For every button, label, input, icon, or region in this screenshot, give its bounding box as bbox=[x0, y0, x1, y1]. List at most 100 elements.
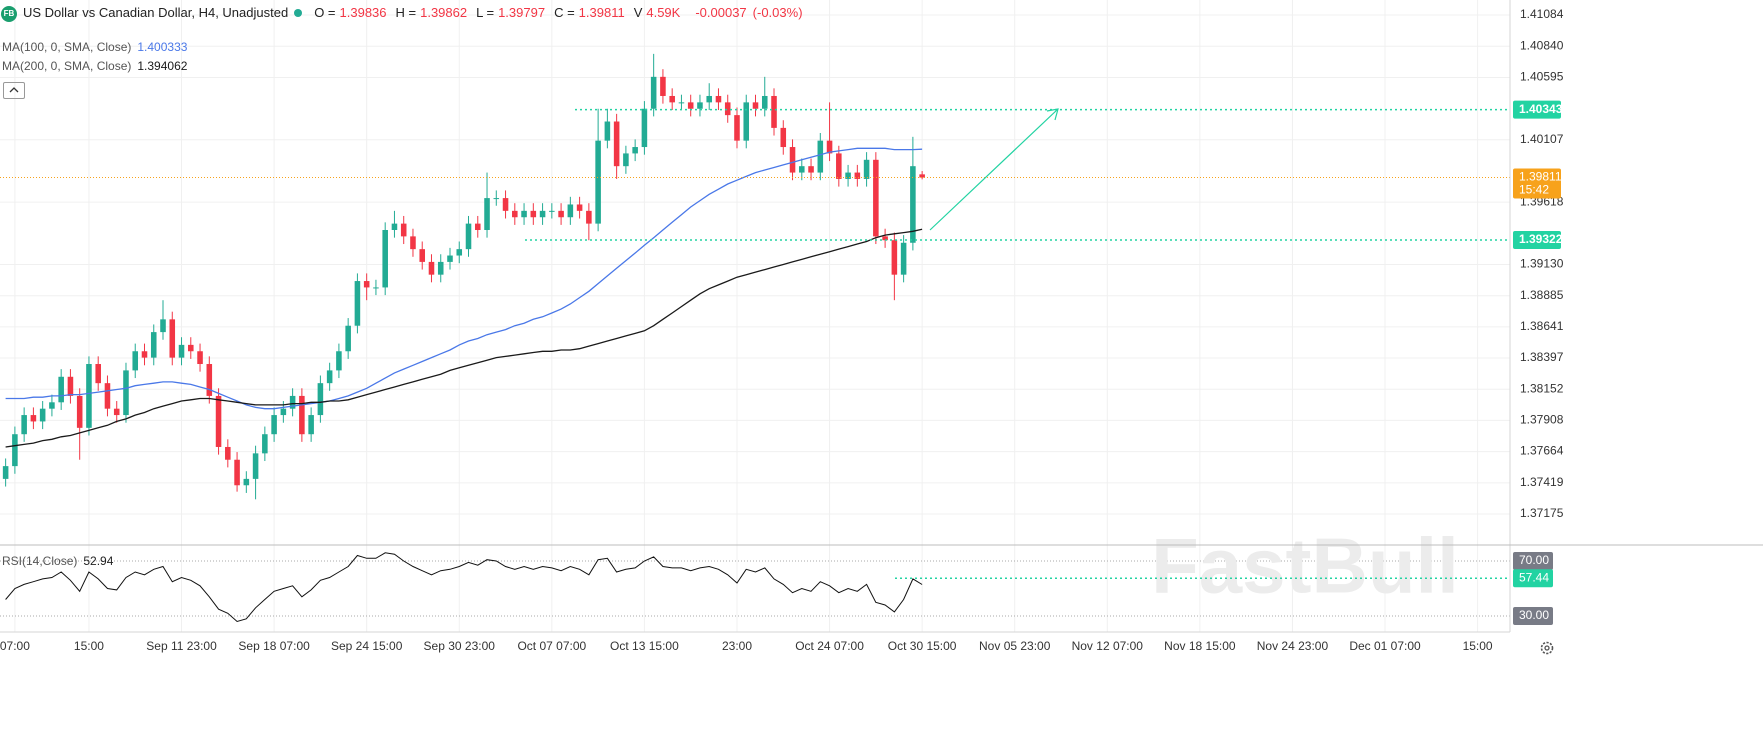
candle-body bbox=[428, 261, 435, 275]
gear[interactable] bbox=[1540, 641, 1554, 655]
quote-key: V bbox=[633, 5, 643, 20]
candle-body bbox=[178, 344, 185, 358]
settings-icon[interactable] bbox=[1540, 641, 1554, 655]
candle-body bbox=[160, 319, 166, 333]
candle-body bbox=[817, 140, 824, 173]
candle-body bbox=[262, 434, 268, 454]
candle-body bbox=[724, 102, 731, 116]
y-tick-label: 1.38152 bbox=[1520, 381, 1564, 395]
candle-body bbox=[95, 364, 101, 384]
candle-body bbox=[900, 242, 907, 275]
candle-body bbox=[391, 223, 398, 230]
candle-body bbox=[780, 127, 787, 148]
status-dot bbox=[294, 9, 303, 17]
quote-value: 1.39836 bbox=[339, 5, 387, 20]
candle-body bbox=[604, 121, 611, 141]
candle-body bbox=[549, 210, 555, 212]
candle-body bbox=[410, 236, 416, 250]
candle-body bbox=[845, 172, 851, 179]
quote: O = 1.39836 H = 1.39862 L = 1.39797 C = 1.39811… bbox=[314, 5, 689, 20]
candle-body bbox=[697, 102, 703, 109]
candle-body bbox=[641, 108, 648, 148]
legend-value: 1.400333 bbox=[137, 40, 188, 54]
gear-hub[interactable] bbox=[1544, 645, 1550, 651]
candle-body bbox=[150, 332, 157, 358]
rsi-legend: RSI(14,Close) 52.94 bbox=[2, 554, 119, 568]
candle-body bbox=[854, 172, 861, 179]
candle-body bbox=[873, 159, 879, 237]
candle-body bbox=[771, 95, 777, 128]
rsi-tick-label: 70.00 bbox=[1519, 553, 1549, 567]
x-tick-label: Sep 18 07:00 bbox=[238, 639, 310, 653]
candle-body bbox=[919, 174, 925, 178]
candle-body bbox=[734, 115, 740, 141]
candle-body bbox=[419, 249, 426, 262]
y-tick-label: 1.40840 bbox=[1520, 38, 1564, 52]
candle-body bbox=[465, 223, 472, 250]
candle-body bbox=[271, 415, 277, 435]
candle-body bbox=[752, 102, 759, 109]
candle-body bbox=[234, 459, 240, 486]
candle-body bbox=[512, 210, 518, 218]
y-tick-label: 1.38641 bbox=[1520, 319, 1564, 333]
arrow-head bbox=[1046, 108, 1059, 121]
quote-key: L = bbox=[476, 5, 495, 20]
rsi-value: 52.94 bbox=[83, 554, 114, 568]
last-price-label: 1.39811 bbox=[1519, 170, 1562, 184]
candle-body bbox=[76, 395, 83, 428]
y-tick-label: 1.40107 bbox=[1520, 132, 1564, 146]
candle-body bbox=[891, 240, 898, 275]
candle-body bbox=[197, 351, 203, 365]
quote-key: O = bbox=[314, 5, 336, 20]
chevron[interactable] bbox=[4, 83, 24, 98]
y-tick-label: 1.37664 bbox=[1520, 444, 1564, 458]
legend-value: 1.394062 bbox=[137, 59, 188, 73]
collapse-button[interactable] bbox=[3, 82, 25, 99]
x-tick-label: Oct 30 15:00 bbox=[888, 639, 957, 653]
watermark: FastBull bbox=[1151, 522, 1459, 610]
candle-body bbox=[382, 229, 388, 288]
legend-item: MA(100, 0, SMA, Close) 1.400333 bbox=[2, 40, 193, 54]
candle-body bbox=[188, 344, 194, 352]
candle-body bbox=[39, 408, 46, 422]
symbol-title: US Dollar vs Canadian Dollar, H4, Unadju… bbox=[23, 5, 289, 20]
rsi-tick-label: 30.00 bbox=[1519, 608, 1549, 622]
y-tick-label: 1.41084 bbox=[1520, 7, 1564, 21]
candle-body bbox=[539, 210, 546, 218]
candle-body bbox=[30, 415, 37, 422]
candle-body bbox=[882, 236, 888, 241]
candle-body bbox=[67, 376, 74, 396]
level-box bbox=[1513, 100, 1561, 119]
x-tick-label: Oct 13 15:00 bbox=[610, 639, 679, 653]
candle-body bbox=[141, 351, 148, 358]
candle-body bbox=[558, 210, 564, 218]
candle-body bbox=[132, 351, 139, 371]
candle-body bbox=[243, 478, 250, 486]
candle-body bbox=[826, 140, 833, 154]
candle-body bbox=[484, 198, 490, 230]
legend-item: MA(200, 0, SMA, Close) 1.394062 bbox=[2, 59, 193, 73]
x-tick-label: Nov 05 23:00 bbox=[979, 639, 1051, 653]
candle-body bbox=[660, 76, 666, 96]
candle-body bbox=[910, 166, 916, 243]
quote-value: 4.59K bbox=[646, 5, 681, 20]
candle-body bbox=[225, 446, 231, 460]
candle-body bbox=[12, 434, 18, 467]
candle-body bbox=[447, 255, 453, 262]
candle-body bbox=[808, 166, 814, 173]
countdown: 15:42 bbox=[1519, 183, 1549, 197]
x-tick-label: 15:00 bbox=[1463, 639, 1493, 653]
y-tick-label: 1.37908 bbox=[1520, 413, 1564, 427]
candle-body bbox=[437, 261, 444, 275]
candle-body bbox=[789, 147, 796, 173]
header: FB US Dollar vs Canadian Dollar, H4, Unad… bbox=[1, 5, 809, 22]
candle-body bbox=[373, 287, 379, 289]
x-tick-label: Nov 18 15:00 bbox=[1164, 639, 1236, 653]
rsi-name: RSI(14,Close) bbox=[2, 554, 78, 568]
candle-body bbox=[799, 166, 805, 173]
candle-body bbox=[345, 325, 351, 352]
legend-label: MA(100, 0, SMA, Close) bbox=[2, 40, 132, 54]
rsi-tick-box bbox=[1513, 552, 1553, 571]
